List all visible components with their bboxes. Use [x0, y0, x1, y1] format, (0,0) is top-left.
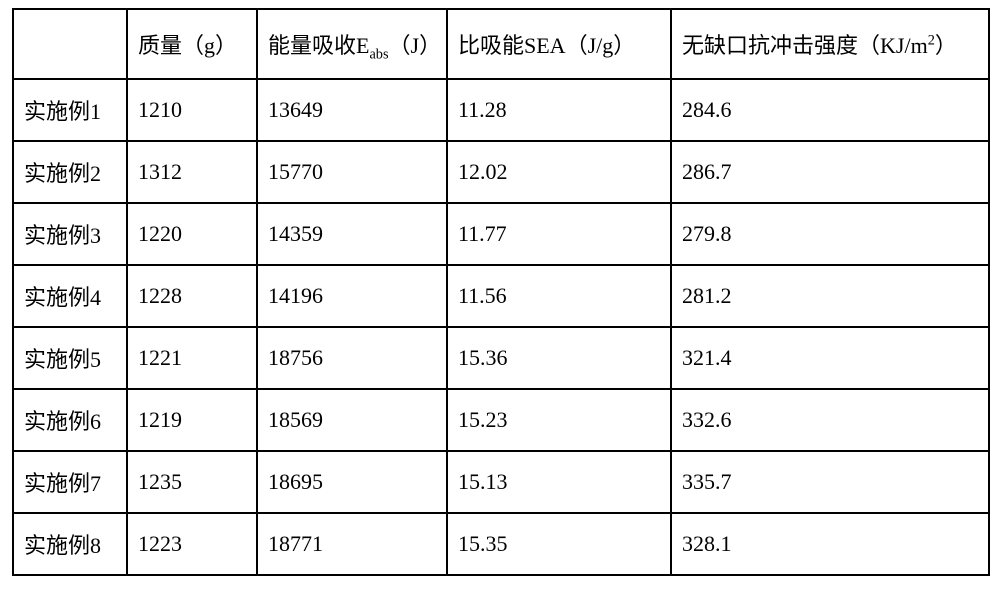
cell-impact: 335.7 [671, 451, 989, 513]
table-row: 实施例7 1235 18695 15.13 335.7 [13, 451, 989, 513]
data-table: 质量（g） 能量吸收Eabs（J） 比吸能SEA（J/g） 无缺口抗冲击强度（K… [12, 8, 990, 576]
col-header-rowlabel [13, 9, 127, 79]
cell-mass: 1228 [127, 265, 257, 327]
cell-sea: 15.36 [447, 327, 671, 389]
cell-sea: 15.35 [447, 513, 671, 575]
cell-impact: 328.1 [671, 513, 989, 575]
cell-sea: 11.56 [447, 265, 671, 327]
col-header-mass-us: ） [215, 33, 237, 58]
cell-sea: 15.23 [447, 389, 671, 451]
cell-eabs: 15770 [257, 141, 447, 203]
cell-rowlabel: 实施例6 [13, 389, 127, 451]
col-header-eabs-us: ） [419, 33, 441, 58]
table-row: 实施例6 1219 18569 15.23 332.6 [13, 389, 989, 451]
cell-mass: 1235 [127, 451, 257, 513]
cell-impact: 332.6 [671, 389, 989, 451]
col-header-mass-text: 质量 [138, 28, 182, 60]
table-row: 实施例2 1312 15770 12.02 286.7 [13, 141, 989, 203]
cell-eabs: 18695 [257, 451, 447, 513]
col-header-eabs-sub: abs [369, 46, 388, 62]
col-header-impact-text: 无缺口抗冲击强度 [682, 28, 858, 60]
cell-eabs: 14196 [257, 265, 447, 327]
cell-sea: 15.13 [447, 451, 671, 513]
cell-sea: 11.77 [447, 203, 671, 265]
cell-rowlabel: 实施例8 [13, 513, 127, 575]
table-header-row: 质量（g） 能量吸收Eabs（J） 比吸能SEA（J/g） 无缺口抗冲击强度（K… [13, 9, 989, 79]
col-header-mass: 质量（g） [127, 9, 257, 79]
cell-impact: 321.4 [671, 327, 989, 389]
page-container: 质量（g） 能量吸收Eabs（J） 比吸能SEA（J/g） 无缺口抗冲击强度（K… [0, 0, 1000, 599]
table-row: 实施例5 1221 18756 15.36 321.4 [13, 327, 989, 389]
col-header-sea-up: （ [566, 33, 588, 58]
cell-rowlabel: 实施例7 [13, 451, 127, 513]
cell-mass: 1221 [127, 327, 257, 389]
cell-impact: 281.2 [671, 265, 989, 327]
cell-eabs: 14359 [257, 203, 447, 265]
table-row: 实施例4 1228 14196 11.56 281.2 [13, 265, 989, 327]
table-row: 实施例8 1223 18771 15.35 328.1 [13, 513, 989, 575]
col-header-eabs-unit: J [411, 33, 420, 58]
col-header-mass-unit: g [204, 33, 215, 58]
table-row: 实施例1 1210 13649 11.28 284.6 [13, 79, 989, 141]
col-header-impact-us: ） [935, 33, 957, 58]
col-header-eabs-up: （ [389, 33, 411, 58]
cell-rowlabel: 实施例3 [13, 203, 127, 265]
col-header-impact: 无缺口抗冲击强度（KJ/m2） [671, 9, 989, 79]
col-header-mass-up: （ [182, 33, 204, 58]
col-header-sea: 比吸能SEA（J/g） [447, 9, 671, 79]
cell-impact: 284.6 [671, 79, 989, 141]
col-header-impact-sup: 2 [928, 33, 935, 49]
table-row: 实施例3 1220 14359 11.77 279.8 [13, 203, 989, 265]
cell-mass: 1312 [127, 141, 257, 203]
col-header-eabs: 能量吸收Eabs（J） [257, 9, 447, 79]
cell-mass: 1210 [127, 79, 257, 141]
col-header-sea-text: 比吸能SEA [458, 28, 566, 60]
cell-eabs: 13649 [257, 79, 447, 141]
col-header-impact-up: （ [858, 33, 880, 58]
cell-sea: 12.02 [447, 141, 671, 203]
cell-mass: 1220 [127, 203, 257, 265]
cell-impact: 279.8 [671, 203, 989, 265]
table-body: 实施例1 1210 13649 11.28 284.6 实施例2 1312 15… [13, 79, 989, 575]
cell-eabs: 18756 [257, 327, 447, 389]
cell-rowlabel: 实施例4 [13, 265, 127, 327]
col-header-eabs-text: 能量吸收E [268, 28, 369, 60]
cell-rowlabel: 实施例5 [13, 327, 127, 389]
cell-sea: 11.28 [447, 79, 671, 141]
cell-rowlabel: 实施例1 [13, 79, 127, 141]
col-header-sea-us: ） [613, 33, 635, 58]
col-header-sea-unit: J/g [588, 33, 614, 58]
cell-rowlabel: 实施例2 [13, 141, 127, 203]
cell-impact: 286.7 [671, 141, 989, 203]
col-header-impact-ub: KJ/m [880, 33, 928, 58]
cell-eabs: 18569 [257, 389, 447, 451]
cell-eabs: 18771 [257, 513, 447, 575]
cell-mass: 1223 [127, 513, 257, 575]
cell-mass: 1219 [127, 389, 257, 451]
